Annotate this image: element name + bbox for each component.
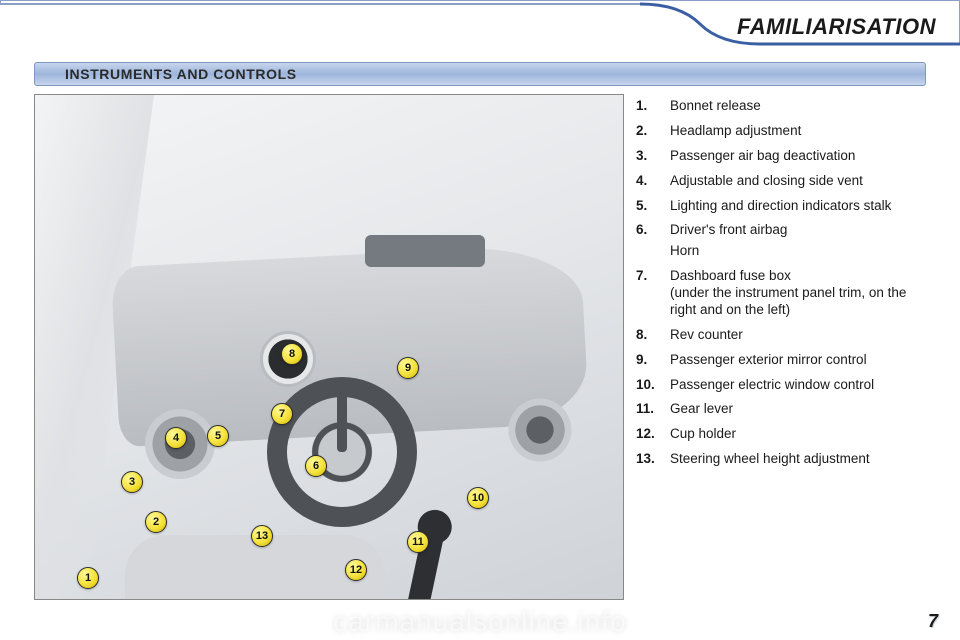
list-item-text: Steering wheel height adjustment [670, 451, 926, 468]
section-title-text: INSTRUMENTS AND CONTROLS [65, 66, 297, 82]
list-item-number: 7. [636, 268, 660, 319]
list-item-text: Rev counter [670, 327, 926, 344]
list-item-subtext: Horn [670, 243, 926, 260]
list-item-number: 13. [636, 451, 660, 468]
list-item-number: 11. [636, 401, 660, 418]
steering-wheel-shape [267, 377, 417, 527]
list-item-number: 9. [636, 352, 660, 369]
callout-marker: 2 [145, 511, 167, 533]
list-item: 5. Lighting and direction indicators stal… [636, 198, 926, 215]
list-item: 8. Rev counter [636, 327, 926, 344]
callout-marker: 7 [271, 403, 293, 425]
list-item: 13. Steering wheel height adjustment [636, 451, 926, 468]
list-item: 12. Cup holder [636, 426, 926, 443]
list-item-text: Driver's front airbag [670, 222, 926, 239]
content-row: 12345678910111213 1.Bonnet release2.Head… [34, 94, 926, 622]
callout-marker: 4 [165, 427, 187, 449]
callout-marker: 8 [281, 343, 303, 365]
list-item: 2. Headlamp adjustment [636, 123, 926, 140]
callout-marker: 6 [305, 455, 327, 477]
list-item-number: 5. [636, 198, 660, 215]
manual-page: FAMILIARISATION INSTRUMENTS AND CONTROLS… [0, 0, 960, 640]
section-title-bar: INSTRUMENTS AND CONTROLS [34, 62, 926, 86]
list-item-text: Adjustable and closing side vent [670, 173, 926, 190]
controls-list: 1. Bonnet release 2. Headlamp adjustment 3. P… [636, 94, 926, 622]
list-item-text: Passenger air bag deactivation [670, 148, 926, 165]
interior-diagram: 12345678910111213 [34, 94, 624, 600]
callout-marker: 11 [407, 531, 429, 553]
list-item: 7.Dashboard fuse box (under the instrume… [636, 268, 926, 319]
page-header-title: FAMILIARISATION [737, 14, 936, 40]
list-item-number: 12. [636, 426, 660, 443]
list-item: 11. Gear lever [636, 401, 926, 418]
list-item-text: Dashboard fuse box (under the instrument… [670, 268, 926, 319]
list-item: 1. Bonnet release [636, 98, 926, 115]
list-item-text: Passenger electric window control [670, 377, 926, 394]
list-item-number: 1. [636, 98, 660, 115]
rearview-mirror-shape [365, 235, 485, 267]
list-item-number: 4. [636, 173, 660, 190]
list-item-number: 6. [636, 222, 660, 239]
list-item-text: Gear lever [670, 401, 926, 418]
list-item: 3. Passenger air bag deactivation [636, 148, 926, 165]
list-item-number: 2. [636, 123, 660, 140]
list-item-number: 8. [636, 327, 660, 344]
callout-marker: 3 [121, 471, 143, 493]
list-item-text: Lighting and direction indicators stalk [670, 198, 926, 215]
list-item: 10. Passenger electric window control [636, 377, 926, 394]
callout-marker: 10 [467, 487, 489, 509]
list-item-number: 3. [636, 148, 660, 165]
list-item-text: Passenger exterior mirror control [670, 352, 926, 369]
page-number: 7 [928, 611, 938, 632]
list-item-number: 10. [636, 377, 660, 394]
callout-marker: 9 [397, 357, 419, 379]
callout-marker: 5 [207, 425, 229, 447]
list-item-text: Bonnet release [670, 98, 926, 115]
callout-marker: 13 [251, 525, 273, 547]
list-item-text: Cup holder [670, 426, 926, 443]
list-item: 4. Adjustable and closing side vent [636, 173, 926, 190]
callout-marker: 1 [77, 567, 99, 589]
side-vent-right-shape [509, 399, 572, 462]
callout-marker: 12 [345, 559, 367, 581]
list-item-text: Headlamp adjustment [670, 123, 926, 140]
list-item: 6. Driver's front airbag [636, 222, 926, 239]
list-item: 9. Passenger exterior mirror control [636, 352, 926, 369]
